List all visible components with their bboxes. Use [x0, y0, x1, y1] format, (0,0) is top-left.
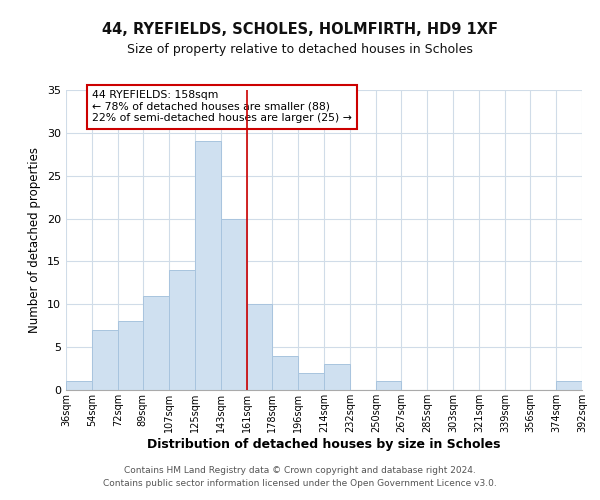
Bar: [324, 364, 350, 390]
Bar: [195, 142, 221, 390]
Bar: [66, 382, 92, 390]
Bar: [221, 218, 247, 390]
Text: Contains HM Land Registry data © Crown copyright and database right 2024.
Contai: Contains HM Land Registry data © Crown c…: [103, 466, 497, 487]
Bar: [169, 270, 195, 390]
Bar: [376, 382, 401, 390]
Bar: [118, 322, 143, 390]
Text: Size of property relative to detached houses in Scholes: Size of property relative to detached ho…: [127, 42, 473, 56]
Bar: [556, 382, 582, 390]
Text: 44, RYEFIELDS, SCHOLES, HOLMFIRTH, HD9 1XF: 44, RYEFIELDS, SCHOLES, HOLMFIRTH, HD9 1…: [102, 22, 498, 38]
Bar: [92, 330, 118, 390]
Bar: [143, 296, 169, 390]
Bar: [298, 373, 324, 390]
X-axis label: Distribution of detached houses by size in Scholes: Distribution of detached houses by size …: [147, 438, 501, 450]
Bar: [272, 356, 298, 390]
Bar: [247, 304, 272, 390]
Y-axis label: Number of detached properties: Number of detached properties: [28, 147, 41, 333]
Text: 44 RYEFIELDS: 158sqm
← 78% of detached houses are smaller (88)
22% of semi-detac: 44 RYEFIELDS: 158sqm ← 78% of detached h…: [92, 90, 352, 123]
